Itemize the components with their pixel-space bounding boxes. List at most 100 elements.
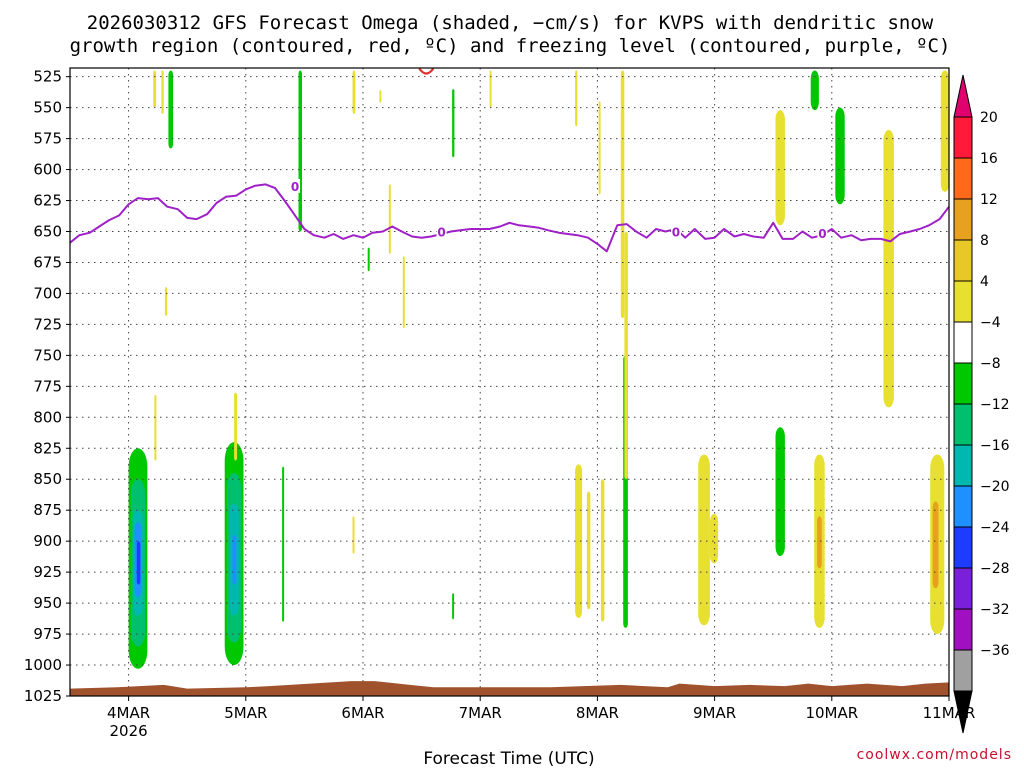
y-tick-label: 750 <box>33 346 62 364</box>
colorbar-label: −4 <box>980 315 1001 331</box>
omega-region <box>835 107 845 205</box>
omega-region <box>282 466 285 622</box>
colorbar-segment <box>953 116 973 159</box>
colorbar-bottom-arrow <box>953 690 973 734</box>
credit-text: coolwx.com/models <box>857 747 1012 763</box>
y-axis: 525 550 575 600 625 650 675 700 725 750 775 800 825 8… <box>24 68 70 705</box>
omega-region <box>352 516 355 554</box>
omega-region <box>232 535 237 585</box>
freezing-level-label-bg <box>290 178 301 193</box>
chart-title-line-2: growth region (contoured, red, ºC) and f… <box>70 35 951 57</box>
colorbar-segment <box>953 157 973 200</box>
omega-region <box>698 454 710 626</box>
colorbar-segment <box>953 198 973 241</box>
x-tick-label: 8MAR <box>576 704 619 722</box>
y-tick-label: 525 <box>33 68 62 86</box>
y-tick-label: 550 <box>33 99 62 117</box>
omega-region <box>620 70 625 319</box>
colorbar-label: 16 <box>980 151 998 167</box>
y-tick-label: 825 <box>33 439 62 457</box>
y-tick-label: 775 <box>33 377 62 395</box>
omega-region <box>402 256 405 329</box>
y-tick-label: 625 <box>33 192 62 210</box>
omega-region <box>810 70 819 111</box>
omega-region <box>168 70 174 149</box>
freezing-level-label-bg <box>436 224 447 239</box>
omega-region <box>298 70 302 232</box>
x-axis-label: Forecast Time (UTC) <box>423 749 594 768</box>
omega-region <box>600 479 605 622</box>
omega-region <box>598 101 601 195</box>
colorbar-label: −32 <box>980 602 1010 618</box>
omega-region <box>234 392 237 461</box>
omega-region <box>775 110 785 226</box>
omega-region <box>367 247 370 272</box>
freezing-level-label-bg <box>670 224 681 239</box>
x-tick-label: 6MAR <box>341 704 384 722</box>
colorbar-label: −24 <box>980 520 1010 536</box>
colorbar-segment <box>953 526 973 569</box>
omega-region <box>388 184 391 254</box>
grid-lines <box>70 68 950 697</box>
colorbar-segment <box>953 403 973 446</box>
plot-frame <box>69 67 950 697</box>
x-tick-label: 9MAR <box>693 704 736 722</box>
colorbar-segment <box>953 608 973 651</box>
y-tick-label: 900 <box>33 532 62 550</box>
x-tick-label: 7MAR <box>459 704 502 722</box>
y-tick-label: 600 <box>33 161 62 179</box>
dgz-contour-line <box>418 67 435 75</box>
colorbar-label: −8 <box>980 356 1001 372</box>
y-tick-label: 650 <box>33 223 62 241</box>
colorbar-label: 8 <box>980 233 989 249</box>
freezing-level-line <box>69 183 950 253</box>
freezing-level-label: 0 <box>291 180 299 194</box>
dgz-contour <box>418 67 435 75</box>
y-tick-label: 675 <box>33 253 62 271</box>
omega-region <box>709 513 719 564</box>
omega-region <box>940 70 949 192</box>
y-tick-label: 700 <box>33 284 62 302</box>
omega-region <box>452 89 455 158</box>
colorbar-label: −20 <box>980 479 1010 495</box>
omega-region <box>452 593 455 620</box>
y-tick-label: 950 <box>33 594 62 612</box>
colorbar-label: 4 <box>980 274 989 290</box>
omega-region <box>932 501 939 589</box>
colorbar-segment <box>953 649 973 692</box>
colorbar-label: −36 <box>980 643 1010 659</box>
y-tick-label: 1025 <box>24 687 62 705</box>
omega-region <box>164 287 168 316</box>
colorbar-segment <box>953 444 973 487</box>
omega-region <box>153 70 157 108</box>
y-tick-label: 800 <box>33 408 62 426</box>
omega-region <box>379 90 382 103</box>
omega-region <box>775 427 785 556</box>
freezing-level-contour: 0 0 0 0 <box>69 178 950 253</box>
omega-region <box>624 231 628 480</box>
omega-region <box>817 516 822 569</box>
y-tick-label: 975 <box>33 625 62 643</box>
y-tick-label: 850 <box>33 470 62 488</box>
y-tick-label: 575 <box>33 130 62 148</box>
omega-shading <box>128 70 949 669</box>
y-tick-label: 1000 <box>24 656 62 674</box>
y-tick-label: 875 <box>33 501 62 519</box>
omega-region <box>883 129 894 408</box>
freezing-level-label-bg <box>817 225 828 240</box>
freezing-level-label: 0 <box>818 227 826 241</box>
colorbar-segment <box>953 362 973 405</box>
colorbar-label: −12 <box>980 397 1010 413</box>
colorbar: 20 16 12 8 4 −4 −8 −12 −16 −20 −24 −28 −32 −36 <box>953 74 1010 734</box>
y-tick-label: 925 <box>33 563 62 581</box>
chart-title-line-1: 2026030312 GFS Forecast Omega (shaded, −… <box>87 12 934 34</box>
omega-region <box>575 70 578 127</box>
colorbar-label: −16 <box>980 438 1010 454</box>
omega-region <box>161 70 164 114</box>
freezing-level-label: 0 <box>437 226 445 240</box>
colorbar-label: 20 <box>980 110 998 126</box>
omega-region <box>154 395 157 461</box>
terrain-band <box>70 681 949 696</box>
